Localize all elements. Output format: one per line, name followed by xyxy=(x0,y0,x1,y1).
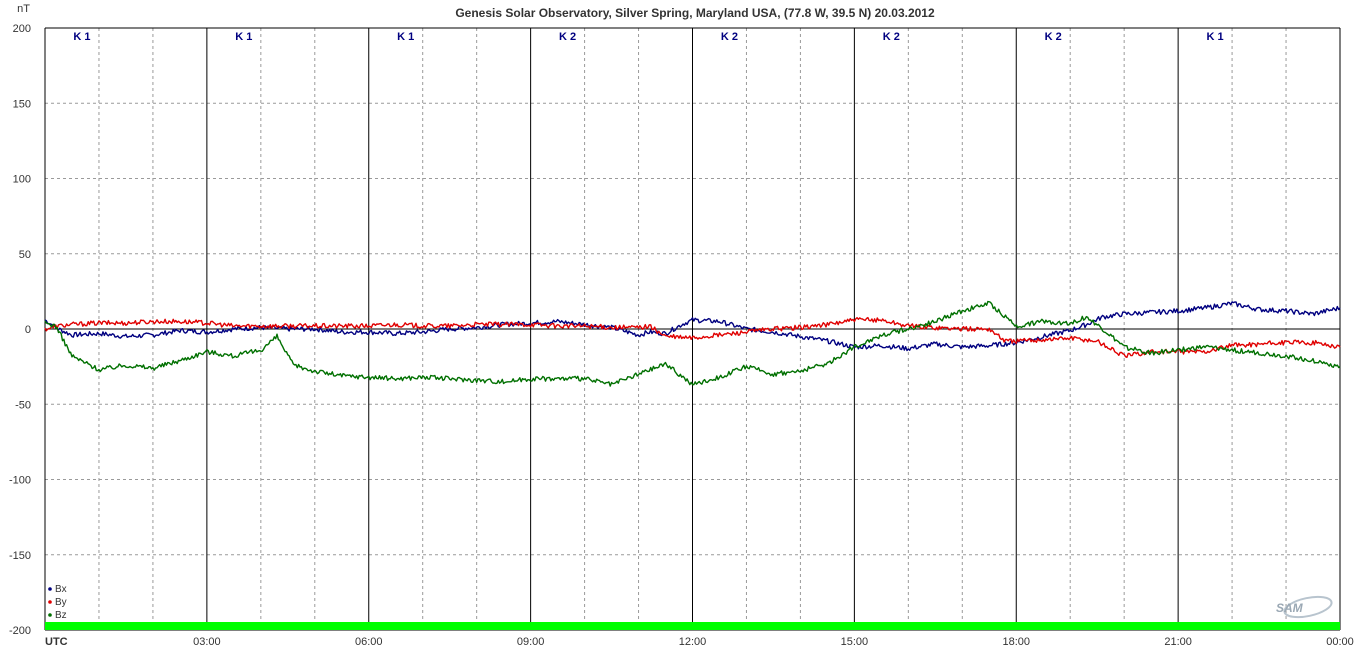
y-tick-label: -50 xyxy=(15,399,31,411)
x-tick-label: 06:00 xyxy=(355,636,383,648)
k-index-label: K 1 xyxy=(235,31,252,43)
x-tick-label: 03:00 xyxy=(193,636,221,648)
chart-title: Genesis Solar Observatory, Silver Spring… xyxy=(455,6,935,20)
y-tick-label: 50 xyxy=(19,249,31,261)
k-index-label: K 2 xyxy=(559,31,576,43)
k-index-label: K 1 xyxy=(1207,31,1224,43)
x-tick-label: 00:00 xyxy=(1326,636,1354,648)
legend-marker-bx xyxy=(48,587,52,591)
logo-text: SAM xyxy=(1276,601,1304,615)
x-tick-label: 12:00 xyxy=(679,636,707,648)
data-coverage-bar xyxy=(45,622,1340,630)
k-index-label: K 1 xyxy=(397,31,414,43)
legend-marker-bz xyxy=(48,613,52,617)
y-tick-label: 0 xyxy=(25,324,31,336)
sam-logo: SAM xyxy=(1276,595,1333,619)
k-index-row: K 1 K 1 K 1 K 2 K 2 K 2 K 2 K 1 xyxy=(73,31,1223,43)
legend-marker-by xyxy=(48,600,52,604)
legend: Bx By Bz xyxy=(48,584,67,621)
k-index-label: K 2 xyxy=(721,31,738,43)
y-tick-label: 100 xyxy=(13,174,31,186)
y-axis-unit: nT xyxy=(17,3,30,15)
x-axis-label: UTC xyxy=(45,636,68,648)
k-index-label: K 1 xyxy=(73,31,90,43)
y-tick-label: 200 xyxy=(13,23,31,35)
k-index-label: K 2 xyxy=(883,31,900,43)
series-bz-line xyxy=(44,300,1341,387)
x-tick-label: 09:00 xyxy=(517,636,545,648)
legend-label-bz: Bz xyxy=(55,610,67,621)
series-by-line xyxy=(44,316,1341,358)
y-tick-label: -200 xyxy=(9,625,31,637)
x-tick-label: 21:00 xyxy=(1164,636,1192,648)
k-index-label: K 2 xyxy=(1045,31,1062,43)
x-tick-label: 18:00 xyxy=(1002,636,1030,648)
legend-label-bx: Bx xyxy=(55,584,67,595)
axes: 200 150 100 50 0 -50 -100 -150 -200 03:00 06:00 09:… xyxy=(9,23,1354,648)
series-lines xyxy=(44,300,1341,387)
y-tick-label: -150 xyxy=(9,550,31,562)
legend-label-by: By xyxy=(55,597,67,608)
x-tick-label: 15:00 xyxy=(841,636,869,648)
y-tick-label: 150 xyxy=(13,98,31,110)
y-tick-label: -100 xyxy=(9,475,31,487)
